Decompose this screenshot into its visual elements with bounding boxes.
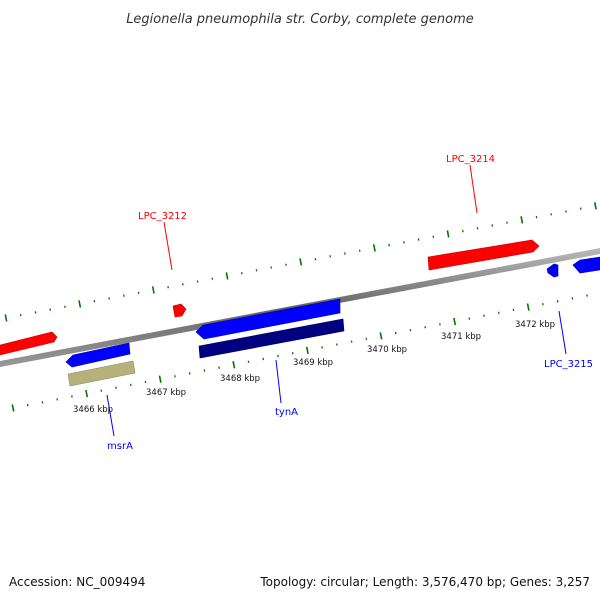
lower-track-minor-tick xyxy=(556,300,559,303)
accession-text: Accession: NC_009494 xyxy=(9,575,145,589)
upper-track-major-tick xyxy=(78,300,82,308)
lower-track-minor-tick xyxy=(483,314,485,317)
leader-line-tyna xyxy=(275,359,282,404)
lower-track-major-tick xyxy=(453,317,457,326)
topology-text: Topology: circular; Length: 3,576,470 bp… xyxy=(259,575,590,589)
gene-label-lpc-3212: LPC_3212 xyxy=(138,211,187,222)
upper-track-major-tick xyxy=(151,286,155,294)
tick-label-3468: 3468 kbp xyxy=(220,374,260,384)
tick-label-3469: 3469 kbp xyxy=(293,358,333,368)
gene-arrow-lpc-3215[interactable] xyxy=(546,263,559,278)
map-title: Legionella pneumophila str. Corby, compl… xyxy=(126,12,474,27)
gene-arrow-msra[interactable] xyxy=(65,342,131,368)
upper-track-major-tick xyxy=(372,244,376,252)
gene-arrow-lpc-3214[interactable] xyxy=(427,239,540,271)
upper-track-major-tick xyxy=(446,230,450,238)
gene-bar-msra-khaki[interactable] xyxy=(67,360,136,387)
gene-arrow-right-edge[interactable] xyxy=(572,256,600,274)
leader-line-lpc-3212 xyxy=(163,221,173,271)
lower-track-minor-tick xyxy=(129,383,132,387)
lower-track-major-tick xyxy=(232,361,236,369)
lower-track-major-tick xyxy=(11,404,15,412)
upper-track-major-tick xyxy=(299,258,303,266)
upper-track-minor-tick xyxy=(314,257,317,261)
tick-label-3467: 3467 kbp xyxy=(146,388,186,398)
gene-arrow-lpc-3212[interactable] xyxy=(172,303,187,318)
lower-track-minor-tick xyxy=(41,401,44,404)
tick-label-3470: 3470 kbp xyxy=(367,345,407,355)
gene-label-tyna: tynA xyxy=(275,407,298,418)
lower-track-minor-tick xyxy=(115,386,117,390)
lower-track-major-tick xyxy=(379,332,383,340)
gene-arrow-tyna[interactable] xyxy=(195,298,341,340)
lower-track-minor-tick xyxy=(188,372,191,375)
upper-track-minor-tick xyxy=(108,297,111,300)
leader-line-lpc-3214 xyxy=(469,164,478,214)
lower-track-major-tick xyxy=(526,303,530,311)
tick-label-3471: 3471 kbp xyxy=(441,332,481,342)
lower-track-major-tick xyxy=(85,389,89,398)
upper-track-major-tick xyxy=(594,202,597,210)
lower-track-minor-tick xyxy=(409,328,412,332)
upper-track-major-tick xyxy=(225,272,229,280)
lower-track-minor-tick xyxy=(56,398,59,401)
leader-line-msra xyxy=(106,394,115,437)
leader-line-lpc-3215 xyxy=(558,310,567,355)
gene-label-lpc-3215: LPC_3215 xyxy=(544,359,593,370)
lower-track-major-tick xyxy=(158,375,162,383)
tick-label-3472: 3472 kbp xyxy=(515,320,555,330)
lower-track-major-tick xyxy=(305,346,309,355)
tick-label-3466: 3466 kbp xyxy=(73,405,113,415)
lower-tick-track xyxy=(11,294,588,412)
lower-track-minor-tick xyxy=(335,343,338,346)
gene-label-lpc-3214: LPC_3214 xyxy=(446,154,495,165)
gene-label-msra: msrA xyxy=(107,441,133,452)
upper-track-major-tick xyxy=(4,314,8,322)
upper-track-major-tick xyxy=(520,216,524,224)
lower-track-minor-tick xyxy=(262,357,265,361)
gene-bar-tyna-cds[interactable] xyxy=(198,318,345,359)
gene-arrow-reverse-left[interactable] xyxy=(0,331,58,356)
upper-tick-track xyxy=(4,202,597,322)
